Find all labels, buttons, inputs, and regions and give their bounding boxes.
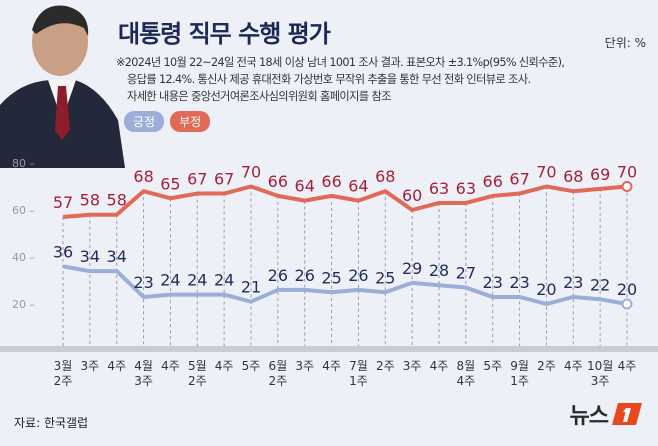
- data-label: 68: [133, 167, 153, 186]
- x-tick-label: 5주: [483, 359, 502, 373]
- data-label: 23: [563, 273, 583, 292]
- x-tick-label: 3주: [295, 359, 314, 373]
- note-line: 자세한 내용은 중앙선거여론조사심의위원회 홈페이지를 참조: [127, 90, 391, 103]
- x-tick-label: 3월 2주: [54, 359, 73, 388]
- data-label: 23: [483, 273, 503, 292]
- legend-negative: 부정: [170, 111, 211, 132]
- x-tick-label: 7월 1주: [349, 359, 368, 388]
- x-tick-label: 4주: [322, 359, 341, 373]
- data-label: 21: [241, 278, 261, 297]
- series-line-positive: [62, 264, 628, 306]
- data-label: 63: [456, 179, 476, 198]
- data-label: 20: [536, 280, 556, 299]
- x-tick-label: 4월 3주: [134, 359, 153, 388]
- x-tick-label: 4주: [618, 359, 637, 373]
- portrait-photo: [0, 0, 125, 168]
- x-tick-label: 6월 2주: [269, 359, 288, 388]
- legend: 긍정 부정: [124, 111, 211, 132]
- data-label: 24: [214, 271, 234, 290]
- source-label: 자료: 한국갤럽: [14, 416, 89, 430]
- end-marker: [621, 298, 633, 310]
- data-label: 65: [160, 174, 180, 193]
- data-label: 28: [429, 261, 449, 280]
- news1-logo: 뉴스: [570, 398, 644, 430]
- data-label: 58: [107, 191, 127, 210]
- x-tick-label: 10월 3주: [587, 359, 613, 388]
- data-label: 23: [509, 273, 529, 292]
- x-tick-label: 3주: [403, 359, 422, 373]
- data-label: 25: [375, 268, 395, 287]
- data-label: 36: [53, 242, 73, 261]
- y-tick-label: 40 –: [12, 251, 35, 264]
- data-label: 63: [429, 179, 449, 198]
- x-tick-label: 4주: [161, 359, 180, 373]
- x-tick-label: 4주: [430, 359, 449, 373]
- data-label: 66: [483, 172, 503, 191]
- data-label: 24: [187, 271, 207, 290]
- data-label: 25: [321, 268, 341, 287]
- data-label: 23: [133, 273, 153, 292]
- data-label: 67: [509, 170, 529, 189]
- data-label: 24: [160, 271, 180, 290]
- data-label: 60: [402, 186, 422, 205]
- x-tick-label: 4주: [215, 359, 234, 373]
- x-tick-label: 5주: [242, 359, 261, 373]
- data-label: 34: [80, 247, 100, 266]
- x-tick-label: 9월 1주: [510, 359, 529, 388]
- data-label: 66: [268, 172, 288, 191]
- data-label: 70: [241, 163, 261, 182]
- data-label: 27: [456, 264, 476, 283]
- data-label: 57: [53, 193, 73, 212]
- x-tick-label: 3주: [81, 359, 100, 373]
- data-label: 58: [80, 191, 100, 210]
- x-tick-label: 2주: [537, 359, 556, 373]
- data-label: 29: [402, 259, 422, 278]
- data-label: 64: [295, 177, 315, 196]
- data-label: 22: [590, 275, 610, 294]
- data-label: 68: [375, 167, 395, 186]
- end-marker: [621, 181, 633, 192]
- note-line: 응답률 12.4%. 통신사 제공 휴대전화 가상번호 무작위 추출을 통한 무…: [127, 73, 531, 86]
- unit-label: 단위: %: [604, 36, 646, 50]
- data-label: 26: [348, 266, 368, 285]
- data-label: 64: [348, 177, 368, 196]
- y-tick-label: 60 –: [12, 204, 35, 217]
- data-label: 70: [536, 163, 556, 182]
- data-label: 20: [617, 280, 637, 299]
- x-tick-label: 5월 2주: [188, 359, 207, 388]
- data-label: 26: [295, 266, 315, 285]
- data-label: 70: [617, 163, 637, 182]
- note-line: ※2024년 10월 22~24일 전국 18세 이상 남녀 1001 조사 결…: [116, 56, 565, 69]
- x-tick-label: 2주: [376, 359, 395, 373]
- x-axis-bar: [0, 346, 658, 352]
- x-tick-label: 8월 4주: [457, 359, 476, 388]
- page-title: 대통령 직무 수행 평가: [118, 20, 331, 48]
- y-tick-label: 20 –: [12, 298, 35, 311]
- legend-positive: 긍정: [124, 111, 165, 132]
- data-label: 69: [590, 165, 610, 184]
- data-label: 67: [187, 170, 207, 189]
- data-label: 68: [563, 167, 583, 186]
- data-label: 26: [268, 266, 288, 285]
- data-label: 66: [321, 172, 341, 191]
- x-tick-label: 4주: [564, 359, 583, 373]
- data-label: 67: [214, 170, 234, 189]
- series-line-negative: [62, 184, 628, 220]
- survey-note: ※2024년 10월 22~24일 전국 18세 이상 남녀 1001 조사 결…: [116, 54, 565, 105]
- x-tick-label: 4주: [107, 359, 126, 373]
- y-tick-label: 80 –: [12, 157, 35, 170]
- data-label: 34: [107, 247, 127, 266]
